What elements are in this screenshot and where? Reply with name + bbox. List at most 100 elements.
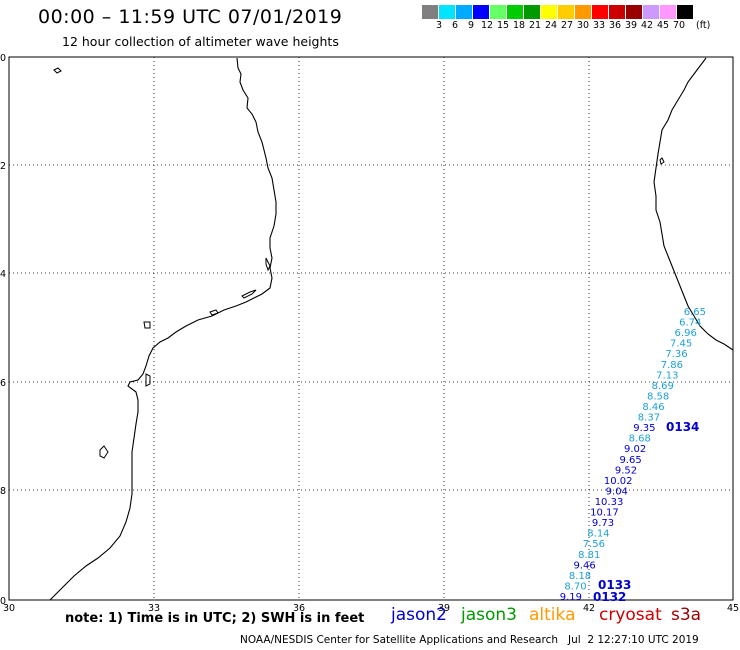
scale-swatch [473,5,490,19]
scale-label: 21 [528,20,542,31]
scale-swatch [558,5,575,19]
wave-height-value: 8.58 [647,391,669,402]
scale-label: 42 [640,20,654,31]
scale-label: 12 [480,20,494,31]
scale-swatch [490,5,507,19]
lon-tick-label: 42 [583,603,595,614]
scale-label: 15 [496,20,510,31]
scale-swatch [609,5,626,19]
scale-swatch [677,5,693,19]
wave-height-value: 8.70 [564,581,586,592]
madagascar-coastline [653,57,734,351]
scale-label: 18 [512,20,526,31]
wave-height-value: 9.73 [592,518,614,529]
color-scale-labels: 3 6 9 12 15 18 21 24 27 30 33 36 39 42 45 70 (ft) [422,20,740,34]
scale-label: 27 [560,20,574,31]
scale-swatch [592,5,609,19]
scale-label: 39 [624,20,638,31]
mozambique-coastline [49,57,277,601]
scale-label: 45 [656,20,670,31]
wave-height-value: 9.02 [624,444,646,455]
scale-label: 24 [544,20,558,31]
lat-tick-label: -30 [0,596,6,607]
wave-height-value: 6.65 [684,307,706,318]
footnote: note: 1) Time is in UTC; 2) SWH is in fe… [65,611,365,626]
lon-tick-label: 30 [3,603,15,614]
color-scale [422,5,693,19]
scale-label: 70 [672,20,686,31]
scale-swatch [524,5,541,19]
wave-height-value: 7.36 [665,349,687,360]
wave-height-value: 10.02 [604,476,633,487]
axis-ticks: 30 33 36 39 42 45 -20 -22 -24 -26 -28 -30 [0,53,739,614]
lat-tick-label: -28 [0,486,6,497]
scale-swatch [456,5,473,19]
wave-height-value: 8.37 [638,413,660,424]
wave-height-value: 9.65 [619,455,641,466]
scale-label: 6 [451,20,459,31]
wave-height-value: 8.18 [569,571,591,582]
wave-height-labels: 6.656.746.967.457.367.867.138.698.588.46… [560,307,706,603]
lake-2 [143,321,151,329]
satellite-jason2: jason2 [391,605,447,625]
map-title: 00:00 – 11:59 UTC 07/01/2019 [38,6,343,28]
scale-swatch [626,5,643,19]
wave-height-value: 8.46 [642,402,664,413]
lat-tick-label: -20 [0,53,6,64]
scale-label: 9 [467,20,475,31]
scale-swatch [422,5,439,19]
scale-label: 3 [435,20,443,31]
wave-height-value: 9.19 [560,592,582,603]
wave-height-value: 7.13 [656,370,678,381]
inhaca-island [145,373,151,387]
scale-swatch [507,5,524,19]
wave-height-value: 9.04 [606,486,628,497]
wave-height-value: 8.14 [587,529,609,540]
lake-3 [99,445,109,459]
wave-height-value: 7.45 [670,339,692,350]
credit-line: NOAA/NESDIS Center for Satellite Applica… [240,634,699,646]
lat-tick-label: -24 [0,269,6,280]
wave-height-value: 8.81 [578,550,600,561]
scale-label: 36 [608,20,622,31]
wave-height-value: 6.96 [675,328,697,339]
satellite-s3a: s3a [671,605,702,625]
wave-height-value: 9.35 [633,423,655,434]
scale-swatch [541,5,558,19]
scale-label: 30 [576,20,590,31]
lat-tick-label: -22 [0,161,6,172]
map-subtitle: 12 hour collection of altimeter wave hei… [62,34,339,49]
lon-tick-label: 45 [727,603,739,614]
satellite-cryosat: cryosat [599,605,662,625]
lon-tick-label: 36 [293,603,305,614]
wave-height-value: 9.46 [574,560,596,571]
bazaruto-island [265,257,271,272]
lat-tick-label: -26 [0,378,6,389]
inhambane-spit [241,289,257,299]
wave-height-value: 7.56 [583,539,605,550]
lon-tick-label: 33 [148,603,160,614]
wave-height-value: 7.86 [661,360,683,371]
pass-number-label: 0133 [598,578,631,592]
graticule [9,57,733,600]
satellite-jason3: jason3 [461,605,517,625]
wave-height-value: 8.69 [652,381,674,392]
wave-height-value: 9.52 [615,465,637,476]
wave-height-value: 8.68 [629,434,651,445]
scale-swatch [643,5,660,19]
scale-unit: (ft) [696,20,711,31]
map-frame [8,56,734,601]
scale-label: 33 [592,20,606,31]
wave-height-value: 10.17 [590,508,619,519]
scale-swatch [439,5,456,19]
madagascar-islet [659,157,665,165]
pass-number-label: 0134 [666,420,699,434]
lon-tick-label: 39 [438,603,450,614]
wave-height-value: 10.33 [595,497,624,508]
wave-height-value: 6.74 [679,318,701,329]
lake-1 [209,309,219,316]
satellite-altika: altika [529,605,576,625]
scale-swatch [660,5,677,19]
